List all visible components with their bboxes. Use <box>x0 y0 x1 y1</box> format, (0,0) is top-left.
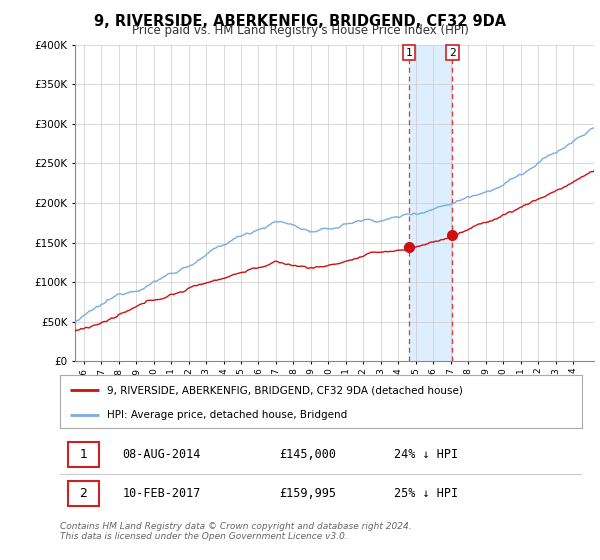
Text: 9, RIVERSIDE, ABERKENFIG, BRIDGEND, CF32 9DA: 9, RIVERSIDE, ABERKENFIG, BRIDGEND, CF32… <box>94 14 506 29</box>
Text: 9, RIVERSIDE, ABERKENFIG, BRIDGEND, CF32 9DA (detached house): 9, RIVERSIDE, ABERKENFIG, BRIDGEND, CF32… <box>107 385 463 395</box>
Text: 1: 1 <box>406 48 412 58</box>
Text: HPI: Average price, detached house, Bridgend: HPI: Average price, detached house, Brid… <box>107 410 347 420</box>
FancyBboxPatch shape <box>68 442 99 467</box>
Text: 25% ↓ HPI: 25% ↓ HPI <box>394 487 458 500</box>
Text: Contains HM Land Registry data © Crown copyright and database right 2024.
This d: Contains HM Land Registry data © Crown c… <box>60 522 412 542</box>
Text: 08-AUG-2014: 08-AUG-2014 <box>122 448 201 461</box>
Bar <box>409 45 452 361</box>
FancyBboxPatch shape <box>68 482 99 506</box>
Text: £145,000: £145,000 <box>279 448 336 461</box>
Text: 2: 2 <box>80 487 88 500</box>
Text: 24% ↓ HPI: 24% ↓ HPI <box>394 448 458 461</box>
Text: 2: 2 <box>449 48 456 58</box>
Text: £159,995: £159,995 <box>279 487 336 500</box>
Text: 10-FEB-2017: 10-FEB-2017 <box>122 487 201 500</box>
Text: Price paid vs. HM Land Registry's House Price Index (HPI): Price paid vs. HM Land Registry's House … <box>131 24 469 37</box>
Text: 1: 1 <box>80 448 88 461</box>
